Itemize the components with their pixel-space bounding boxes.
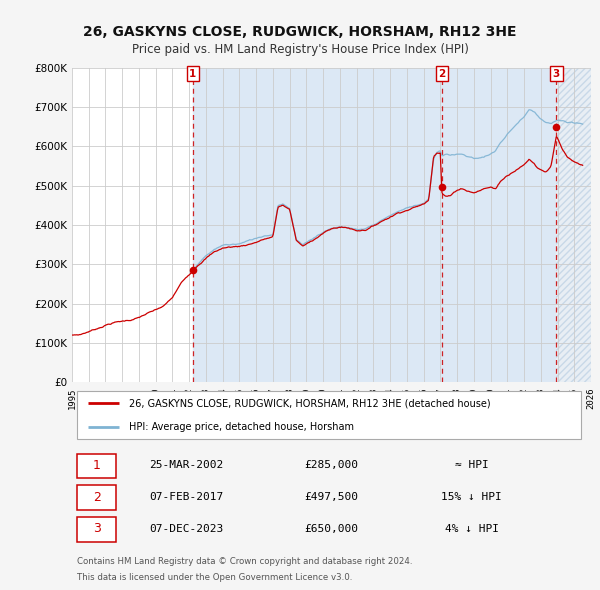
FancyBboxPatch shape (77, 391, 581, 439)
Text: 26, GASKYNS CLOSE, RUDGWICK, HORSHAM, RH12 3HE (detached house): 26, GASKYNS CLOSE, RUDGWICK, HORSHAM, RH… (129, 398, 491, 408)
Text: ≈ HPI: ≈ HPI (455, 460, 488, 470)
Text: 3: 3 (553, 69, 560, 78)
Bar (193, 68, 556, 382)
Text: 26, GASKYNS CLOSE, RUDGWICK, HORSHAM, RH12 3HE: 26, GASKYNS CLOSE, RUDGWICK, HORSHAM, RH… (83, 25, 517, 39)
Text: 25-MAR-2002: 25-MAR-2002 (149, 460, 223, 470)
FancyBboxPatch shape (77, 486, 116, 510)
Text: £650,000: £650,000 (305, 524, 359, 534)
Text: 1: 1 (93, 459, 101, 472)
Text: 1: 1 (189, 69, 197, 78)
Bar (556, 68, 591, 382)
Text: £285,000: £285,000 (305, 460, 359, 470)
Text: This data is licensed under the Open Government Licence v3.0.: This data is licensed under the Open Gov… (77, 573, 353, 582)
Text: HPI: Average price, detached house, Horsham: HPI: Average price, detached house, Hors… (129, 421, 354, 431)
Text: 2: 2 (93, 491, 101, 504)
FancyBboxPatch shape (77, 517, 116, 542)
Bar (556, 68, 591, 382)
Text: 2: 2 (439, 69, 446, 78)
Text: Price paid vs. HM Land Registry's House Price Index (HPI): Price paid vs. HM Land Registry's House … (131, 43, 469, 56)
FancyBboxPatch shape (77, 454, 116, 478)
Text: Contains HM Land Registry data © Crown copyright and database right 2024.: Contains HM Land Registry data © Crown c… (77, 557, 413, 566)
Text: 3: 3 (93, 523, 101, 536)
Text: 4% ↓ HPI: 4% ↓ HPI (445, 524, 499, 534)
Text: £497,500: £497,500 (305, 492, 359, 502)
Text: 07-FEB-2017: 07-FEB-2017 (149, 492, 223, 502)
Text: 07-DEC-2023: 07-DEC-2023 (149, 524, 223, 534)
Text: 15% ↓ HPI: 15% ↓ HPI (441, 492, 502, 502)
